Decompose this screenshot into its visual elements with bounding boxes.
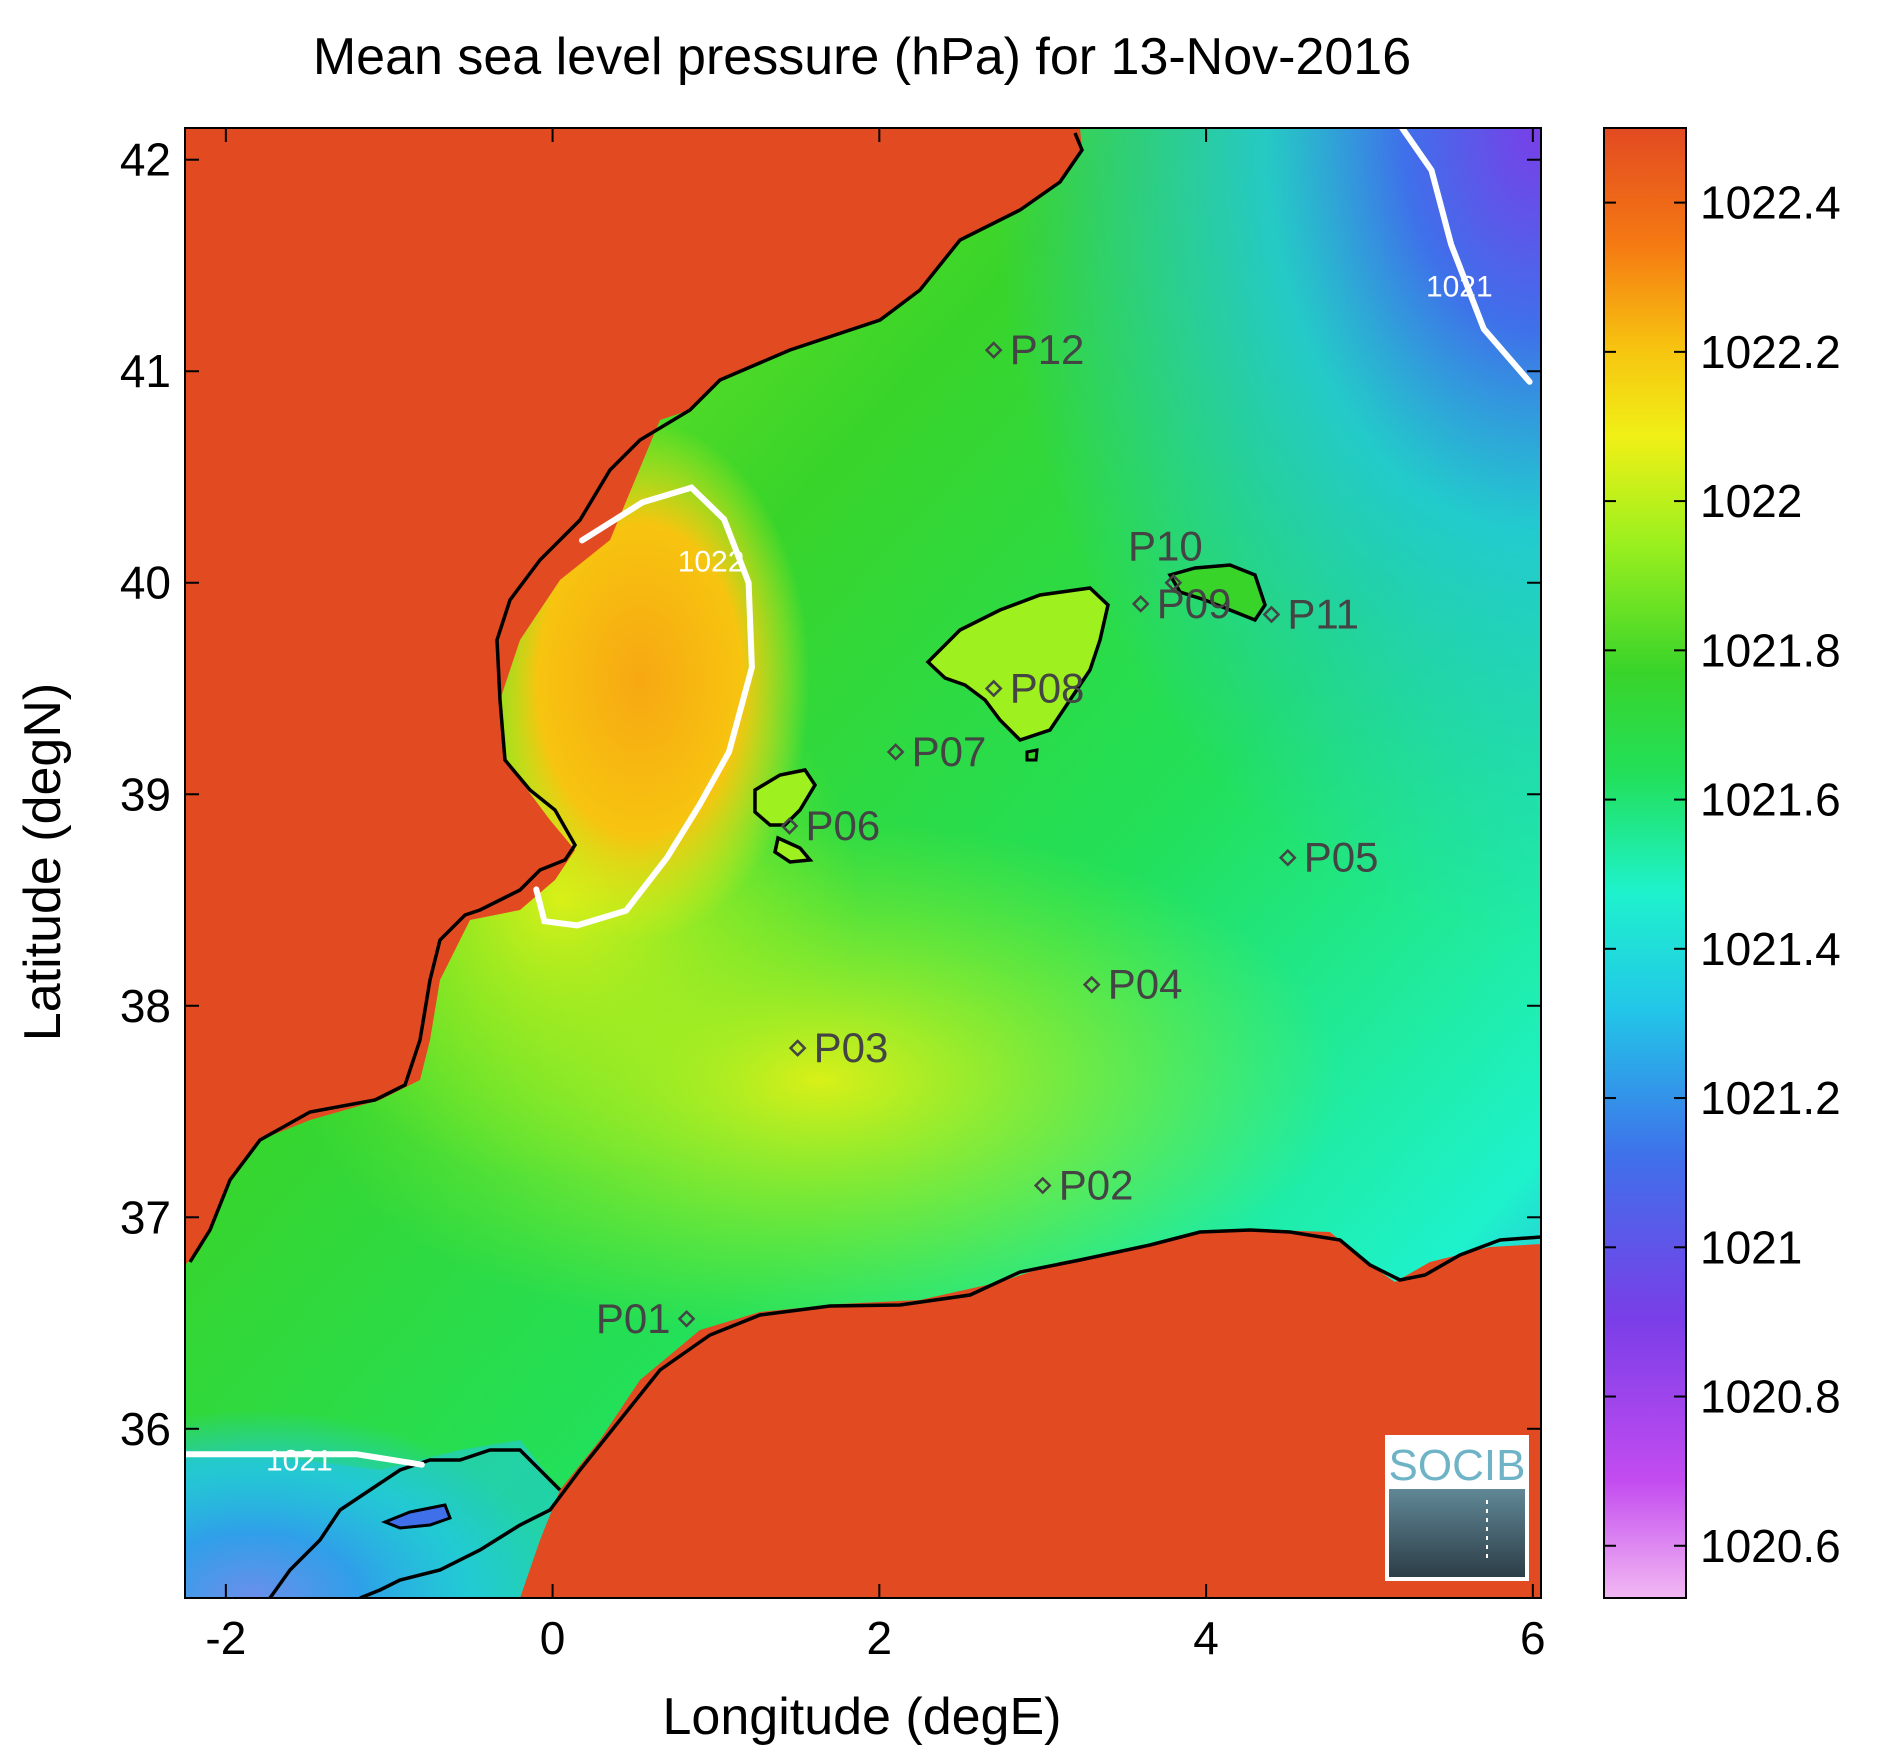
station-label: P04 xyxy=(1108,961,1183,1008)
land-africa xyxy=(520,1230,1541,1598)
y-tick-label: 41 xyxy=(120,345,171,397)
station-label: P10 xyxy=(1128,523,1203,570)
land-iberia xyxy=(185,128,1082,1265)
station-marker xyxy=(1082,975,1101,994)
contour-label: 1021 xyxy=(1426,271,1493,304)
island-formentera xyxy=(773,835,814,864)
station-marker xyxy=(1278,848,1297,867)
colorbar-ramp xyxy=(1603,127,1687,1599)
socib-logo-text: SOCIB xyxy=(1389,1441,1526,1490)
station-label: P09 xyxy=(1157,580,1232,627)
y-tick-label: 40 xyxy=(120,557,171,609)
station-marker xyxy=(1131,595,1150,613)
contour-line xyxy=(185,1451,425,1468)
colorbar-tick-label: 1022.4 xyxy=(1700,177,1841,229)
station-marker xyxy=(1033,1176,1052,1195)
coastline-africa xyxy=(359,1228,1541,1598)
stations-layer: P01 P02 P03 P04 P05 P06 P07 P08 P09 P10 P11 P12 xyxy=(596,326,1379,1342)
colorbar-tick-label: 1022 xyxy=(1700,475,1802,527)
station-marker xyxy=(1164,573,1183,592)
x-tick-label: 2 xyxy=(867,1612,893,1664)
island-mallorca xyxy=(925,586,1110,743)
island-menorca xyxy=(1167,563,1267,623)
colorbar-tick-label: 1021.6 xyxy=(1700,774,1841,826)
island-alboran xyxy=(380,1503,452,1530)
station-label: P08 xyxy=(1010,665,1085,712)
station-label: P01 xyxy=(596,1295,671,1342)
station-label: P02 xyxy=(1059,1162,1134,1209)
y-tick-label: 39 xyxy=(120,768,171,820)
station-marker xyxy=(780,817,799,835)
contour-label: 1021 xyxy=(266,1445,333,1478)
colorbar: 1020.6 1020.8 1021 1021.2 1021.4 1021.6 1021.8… xyxy=(1603,127,1841,1599)
x-tick-label: 4 xyxy=(1193,1612,1219,1664)
y-tick-label: 37 xyxy=(120,1191,171,1243)
station-marker xyxy=(788,1039,807,1057)
contour-line xyxy=(1399,128,1533,385)
y-tick-label: 36 xyxy=(120,1403,171,1455)
colorbar-ticks: 1020.6 1020.8 1021 1021.2 1021.4 1021.6 1021.8… xyxy=(1604,177,1841,1572)
plot-area: 1022 1021 1021 P01 P02 P03 P04 P05 P06 P07 P08 P09… xyxy=(185,128,1541,1598)
station-marker xyxy=(886,743,905,761)
colorbar-tick-label: 1021.4 xyxy=(1700,923,1841,975)
map-title: Mean sea level pressure (hPa) for 13-Nov… xyxy=(313,28,1411,86)
colorbar-tick-label: 1021 xyxy=(1700,1221,1802,1273)
station-marker xyxy=(984,679,1003,698)
axes-frame xyxy=(184,127,1542,1599)
island-cabrera xyxy=(1025,748,1039,762)
pressure-contours: 1022 1021 1021 xyxy=(185,128,1533,1478)
colorbar-tick-label: 1022.2 xyxy=(1700,326,1841,378)
station-marker xyxy=(677,1309,696,1328)
socib-logo: SOCIB xyxy=(1385,1435,1529,1581)
x-axis-ticks: -2 0 2 4 6 xyxy=(205,128,1546,1664)
island-ibiza xyxy=(753,768,818,827)
y-tick-label: 42 xyxy=(120,134,171,186)
y-axis-ticks: 36 37 38 39 40 41 42 xyxy=(120,134,1541,1455)
station-label: P06 xyxy=(805,802,880,849)
station-label: P12 xyxy=(1010,326,1085,373)
x-tick-label: 6 xyxy=(1520,1612,1546,1664)
coastline-iberia xyxy=(188,132,1084,1263)
station-label: P05 xyxy=(1304,834,1379,881)
station-marker xyxy=(984,341,1003,359)
y-tick-label: 38 xyxy=(120,980,171,1032)
colorbar-tick-label: 1020.8 xyxy=(1700,1371,1841,1423)
colorbar-tick-label: 1020.6 xyxy=(1700,1520,1841,1572)
x-axis-label: Longitude (degE) xyxy=(663,1688,1062,1746)
station-label: P11 xyxy=(1287,590,1359,637)
station-marker xyxy=(1262,605,1281,624)
coastline-morocco xyxy=(268,1448,562,1598)
station-label: P03 xyxy=(814,1024,889,1071)
station-label: P07 xyxy=(912,728,987,775)
x-tick-label: -2 xyxy=(205,1612,246,1664)
colorbar-tick-label: 1021.8 xyxy=(1700,624,1841,676)
contour-label: 1022 xyxy=(678,546,745,579)
colorbar-tick-label: 1021.2 xyxy=(1700,1072,1841,1124)
y-axis-label: Latitude (degN) xyxy=(14,683,72,1041)
x-tick-label: 0 xyxy=(540,1612,566,1664)
contour-line xyxy=(533,484,755,929)
